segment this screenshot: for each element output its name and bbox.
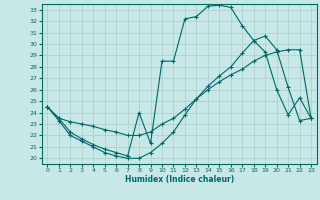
X-axis label: Humidex (Indice chaleur): Humidex (Indice chaleur) xyxy=(124,175,234,184)
